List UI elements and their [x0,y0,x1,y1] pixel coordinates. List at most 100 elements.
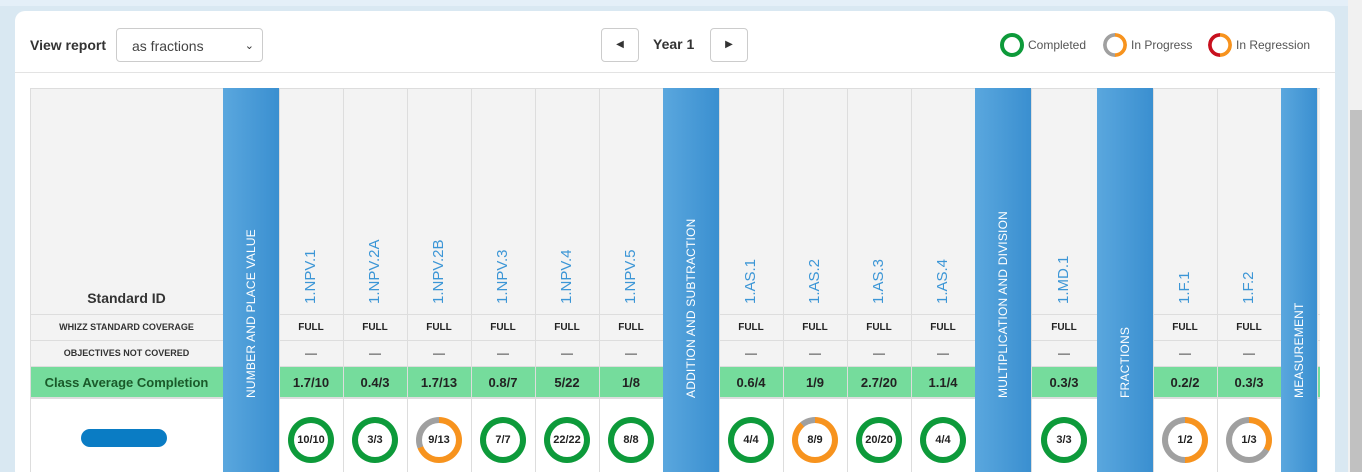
legend-in-regression-label: In Regression [1236,38,1311,52]
objectives-value: — [561,346,573,360]
average-value: 2.7/20 [860,375,898,390]
top-strip [0,0,1362,6]
objectives-value: — [369,346,381,360]
average-value: 1.7/10 [292,375,330,390]
category-label: ADDITION AND SUBTRACTION [684,218,698,398]
grid-line [279,88,280,472]
completed-ring-icon [1000,33,1024,57]
grid-line [1317,88,1318,472]
in-progress-ring-icon [1103,33,1127,57]
grid-line [719,88,720,472]
objectives-value: — [433,346,445,360]
category-column: ADDITION AND SUBTRACTION [663,88,719,472]
grid-line [783,88,784,472]
completion-ring-value: 8/8 [614,423,648,457]
grid-line [407,88,408,472]
completion-ring-value: 9/13 [422,423,456,457]
in-regression-ring-icon [1208,33,1232,57]
objectives-value: — [1243,346,1255,360]
standard-id-link[interactable]: 1.NPV.5 [622,249,639,305]
average-value: 0.3/3 [1234,375,1264,390]
coverage-row-label: WHIZZ STANDARD COVERAGE [59,322,194,332]
average-value: 0.3/3 [1049,375,1079,390]
coverage-value: FULL [426,322,452,333]
standards-table: Standard ID WHIZZ STANDARD COVERAGE OBJECT… [30,88,1320,472]
completion-ring[interactable]: 3/3 [1041,417,1087,463]
standard-id-link[interactable]: 1.MD.1 [1055,255,1072,304]
standard-id-link[interactable]: 1.NPV.1 [302,249,319,305]
completion-ring-value: 10/10 [294,423,328,457]
coverage-value: FULL [738,322,764,333]
standard-id-link[interactable]: 1.NPV.3 [494,249,511,305]
prev-year-button[interactable]: ◀ [601,28,639,62]
completion-ring-value: 8/9 [798,423,832,457]
coverage-value: FULL [362,322,388,333]
coverage-value: FULL [1236,322,1262,333]
scrollbar-thumb[interactable] [1350,110,1362,472]
standard-id-link[interactable]: 1.NPV.2A [366,239,383,305]
completion-ring[interactable]: 3/3 [352,417,398,463]
category-column: MULTIPLICATION AND DIVISION [975,88,1031,472]
category-label: MULTIPLICATION AND DIVISION [996,211,1010,398]
standard-id-link[interactable]: 1.F.1 [1176,271,1193,304]
view-report-select[interactable]: as fractions ⌄ [116,28,263,62]
completion-ring[interactable]: 8/9 [792,417,838,463]
next-year-button[interactable]: ▶ [710,28,748,62]
coverage-value: FULL [554,322,580,333]
average-value: 1/9 [805,375,825,390]
completion-ring[interactable]: 1/2 [1162,417,1208,463]
completion-ring[interactable]: 9/13 [416,417,462,463]
coverage-value: FULL [1172,322,1198,333]
legend-in-progress-label: In Progress [1131,38,1193,52]
grid-line [599,88,600,472]
average-value: 1.1/4 [928,375,958,390]
objectives-value: — [497,346,509,360]
objectives-value: — [1179,346,1191,360]
objectives-row-label: OBJECTIVES NOT COVERED [63,348,190,358]
completion-ring-value: 3/3 [1047,423,1081,457]
standard-id-link[interactable]: 1.NPV.4 [558,249,575,305]
standard-id-link[interactable]: 1.F.2 [1240,271,1257,304]
completion-ring-value: 1/2 [1168,423,1202,457]
grid-line [911,88,912,472]
grid-line [847,88,848,472]
standard-id-link[interactable]: 1.AS.1 [742,258,759,304]
view-report-label: View report [30,37,106,53]
standard-id-link[interactable]: 1.NPV.2B [430,239,447,305]
category-label: MEASUREMENT [1292,302,1306,398]
average-value: 5/22 [554,375,580,390]
average-value: 1/8 [621,375,641,390]
objectives-value: — [305,346,317,360]
objectives-value: — [625,346,637,360]
coverage-value: FULL [802,322,828,333]
standard-id-link[interactable]: 1.AS.4 [934,258,951,304]
grid-line [343,88,344,472]
average-row-label: Class Average Completion [44,375,209,390]
legend-completed-label: Completed [1028,38,1087,52]
completion-ring-value: 4/4 [926,423,960,457]
category-column: FRACTIONS [1097,88,1153,472]
category-label: FRACTIONS [1118,326,1132,398]
standard-id-link[interactable]: 1.AS.3 [870,258,887,304]
grid-line [1031,88,1032,472]
completion-ring[interactable]: 1/3 [1226,417,1272,463]
completion-ring[interactable]: 22/22 [544,417,590,463]
grid-line [1153,88,1154,472]
objectives-value: — [809,346,821,360]
student-name-pill[interactable] [81,429,167,447]
completion-ring[interactable]: 20/20 [856,417,902,463]
chevron-down-icon: ⌄ [244,40,254,52]
grid-line [535,88,536,472]
completion-ring[interactable]: 10/10 [288,417,334,463]
completion-ring[interactable]: 4/4 [728,417,774,463]
completion-ring-value: 20/20 [862,423,896,457]
completion-ring[interactable]: 8/8 [608,417,654,463]
completion-ring[interactable]: 4/4 [920,417,966,463]
standard-id-link[interactable]: 1.AS.2 [806,258,823,304]
report-card: View report as fractions ⌄ ◀ Year 1 ▶ Co… [15,11,1335,472]
category-column: NUMBER AND PLACE VALUE [223,88,279,472]
completion-ring[interactable]: 7/7 [480,417,526,463]
grid-line [1217,88,1218,472]
completion-ring-value: 7/7 [486,423,520,457]
coverage-value: FULL [866,322,892,333]
